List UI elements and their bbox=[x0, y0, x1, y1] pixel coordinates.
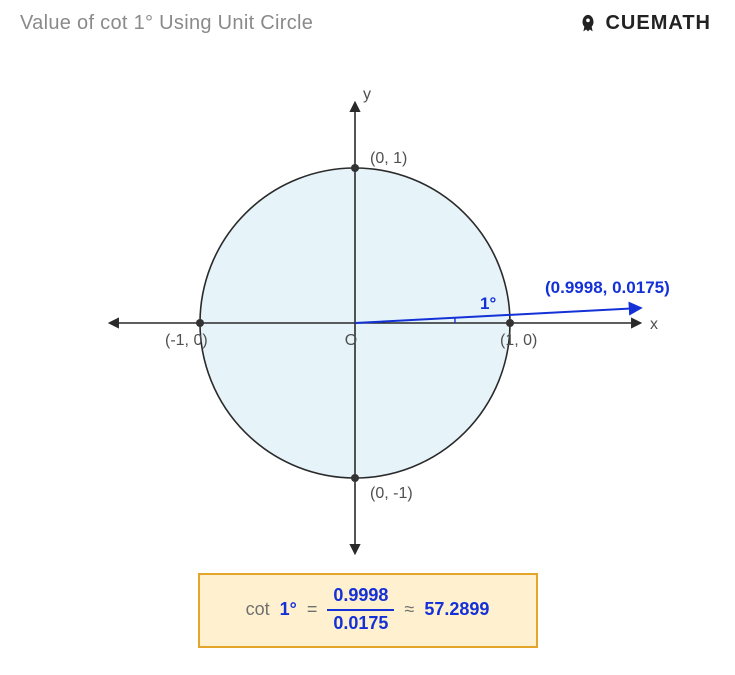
svg-text:O: O bbox=[345, 332, 357, 349]
svg-text:(1, 0): (1, 0) bbox=[500, 332, 537, 349]
svg-text:(-1, 0): (-1, 0) bbox=[165, 332, 208, 349]
formula-equation: cot 1° = 0.9998 0.0175 ≈ 57.2899 bbox=[246, 585, 490, 634]
diagram-svg: x y O (0, 1) (0, -1) (1, 0) (-1, 0) 1° (0.9998, … bbox=[0, 43, 735, 573]
brand-logo: CUEMATH bbox=[577, 12, 711, 35]
formula-denominator: 0.0175 bbox=[327, 611, 394, 635]
svg-text:(0, -1): (0, -1) bbox=[370, 485, 413, 502]
page-title: Value of cot 1° Using Unit Circle bbox=[20, 12, 313, 35]
svg-text:(0.9998, 0.0175): (0.9998, 0.0175) bbox=[545, 278, 670, 297]
brand-text: CUEMATH bbox=[605, 12, 711, 35]
svg-text:x: x bbox=[650, 316, 658, 333]
formula-numerator: 0.9998 bbox=[327, 585, 394, 611]
formula-angle: 1° bbox=[280, 599, 297, 620]
svg-text:1°: 1° bbox=[480, 294, 496, 313]
svg-text:(0, 1): (0, 1) bbox=[370, 150, 407, 167]
rocket-icon bbox=[577, 13, 599, 35]
formula-box: cot 1° = 0.9998 0.0175 ≈ 57.2899 bbox=[198, 573, 538, 648]
svg-text:y: y bbox=[363, 86, 371, 103]
equals-sign: = bbox=[307, 599, 318, 620]
approx-sign: ≈ bbox=[404, 599, 414, 620]
unit-circle-diagram: x y O (0, 1) (0, -1) (1, 0) (-1, 0) 1° (0.9998, … bbox=[0, 43, 735, 573]
header: Value of cot 1° Using Unit Circle CUEMAT… bbox=[0, 0, 735, 43]
formula-fn: cot bbox=[246, 599, 270, 620]
formula-result: 57.2899 bbox=[424, 599, 489, 620]
formula-fraction: 0.9998 0.0175 bbox=[327, 585, 394, 634]
